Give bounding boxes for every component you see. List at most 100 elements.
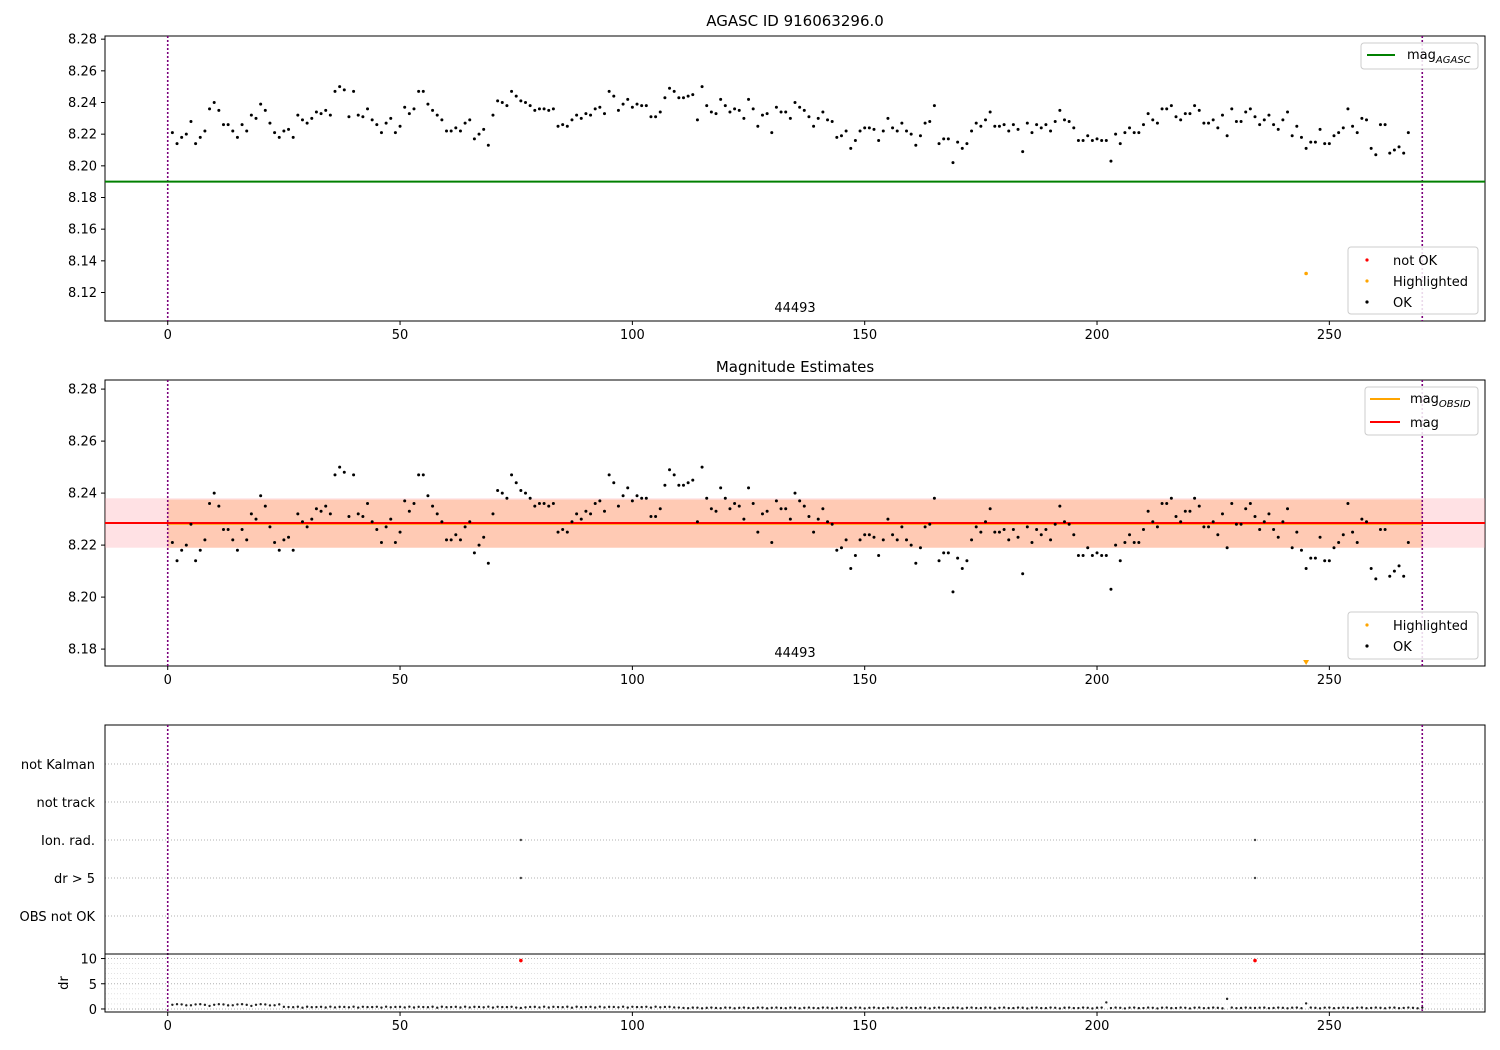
ok-point [733,107,737,111]
ok-point [1058,504,1062,508]
dr-point [380,1006,383,1009]
ok-point [589,512,593,516]
ok-point [217,108,221,112]
dr-point [1318,1007,1322,1010]
ok-point [324,504,328,508]
dr-point [756,1006,760,1009]
ok-point [742,116,746,120]
dr-point [1184,1006,1187,1010]
dr-point [1332,1007,1336,1010]
dr-point [1295,1006,1299,1009]
ok-point [1207,121,1211,125]
ok-point [1081,554,1085,557]
ok-point [1072,126,1076,130]
dr-point [1063,1006,1066,1009]
ok-point [877,139,881,142]
dr-point [947,1006,950,1010]
ok-point [412,502,416,505]
dr-point [803,1006,806,1010]
ok-point [1197,108,1201,112]
dr-point [1109,1006,1113,1010]
ok-point [212,491,216,495]
ok-point [1174,515,1178,518]
ok-point [844,538,848,542]
legend-label: OK [1393,640,1412,655]
ok-point [1141,123,1145,127]
ok-point [212,101,216,104]
ok-point [519,489,523,492]
ok-point [221,528,225,531]
ok-point [226,123,230,127]
ok-point [974,525,978,529]
dr-point [1077,1006,1080,1010]
dr-point [863,1007,866,1010]
dr-point [807,1006,811,1009]
ok-point [1165,502,1169,505]
y-tick-label: 8.18 [68,643,97,658]
dr-point [245,1003,248,1007]
ok-point [249,113,253,117]
ok-point [454,533,458,537]
ok-point [277,135,281,139]
ok-point [556,124,560,128]
dr-point [1100,1006,1103,1009]
ok-point [1076,139,1080,142]
ok-point [496,489,500,492]
ok-point [928,522,932,526]
dr-point [528,1005,532,1009]
dr-point [357,1006,360,1009]
dr-point [961,1007,964,1010]
dr-point [259,1002,262,1006]
chart-title: AGASC ID 916063296.0 [706,12,884,30]
ok-point [1281,520,1285,524]
ok-point [384,525,388,529]
flag-label: Ion. rad. [41,834,95,849]
y-tick-label: 8.16 [68,223,97,238]
ok-point [1109,159,1113,163]
ok-point [686,94,690,98]
ok-point [970,538,974,542]
ok-point [1090,554,1094,557]
dr-point [635,1005,639,1009]
dr-point [222,1003,225,1006]
ok-point [756,530,760,534]
dr-point [714,1006,718,1010]
ok-point [1132,541,1136,544]
dr-point [672,1006,676,1009]
ok-point [993,124,997,128]
ok-point [305,525,309,529]
ok-point [1244,110,1248,114]
ok-point [779,110,783,114]
dr-point [1365,1007,1368,1010]
y-tick-label: 8.18 [68,191,97,206]
ok-point [923,525,927,529]
dr-point [1337,1006,1340,1010]
ok-point [1058,108,1062,112]
ok-point [556,530,560,534]
dr-point [1263,1006,1266,1009]
ok-point [1369,567,1373,570]
dr-point [212,1003,216,1006]
ok-point [486,143,490,147]
dr-point [700,1007,704,1010]
dr-point [914,1006,918,1010]
ok-point [352,473,356,477]
ok-point [291,548,295,552]
ok-point [440,520,444,524]
ok-point [1118,142,1122,146]
dr-point [1058,1007,1062,1010]
ok-point [1174,115,1178,119]
ok-point [1165,107,1169,111]
dr-point [1151,1006,1154,1009]
ok-point [993,530,997,534]
ok-point [1007,538,1011,542]
ok-point [514,94,518,98]
dr-point [343,1005,346,1009]
dr-point [747,1006,750,1010]
ok-point [714,509,718,513]
ok-point [677,483,681,487]
ok-point [1128,533,1132,537]
ok-point [245,538,249,542]
ok-point [839,546,843,550]
ok-point [1267,113,1271,117]
